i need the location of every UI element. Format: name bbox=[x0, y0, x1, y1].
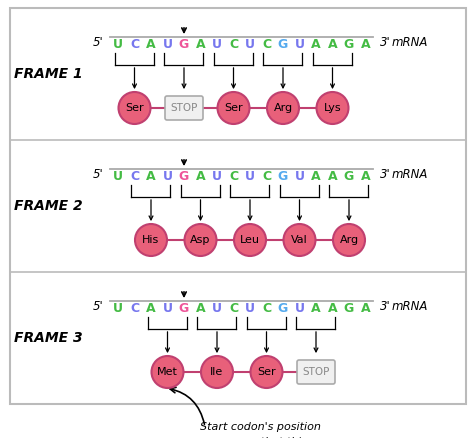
Circle shape bbox=[135, 224, 167, 256]
Text: U: U bbox=[294, 303, 304, 315]
Text: Leu: Leu bbox=[240, 235, 260, 245]
Text: A: A bbox=[361, 170, 370, 184]
Text: U: U bbox=[163, 170, 173, 184]
Text: A: A bbox=[328, 170, 337, 184]
Text: Met: Met bbox=[157, 367, 178, 377]
Text: U: U bbox=[113, 303, 123, 315]
Text: U: U bbox=[113, 39, 123, 52]
Text: C: C bbox=[130, 170, 139, 184]
Text: A: A bbox=[311, 303, 321, 315]
Text: A: A bbox=[328, 303, 337, 315]
Text: G: G bbox=[278, 170, 288, 184]
Text: G: G bbox=[344, 303, 354, 315]
Circle shape bbox=[184, 224, 217, 256]
Text: 5': 5' bbox=[93, 36, 104, 49]
Text: C: C bbox=[130, 39, 139, 52]
Text: U: U bbox=[212, 303, 222, 315]
FancyBboxPatch shape bbox=[297, 360, 335, 384]
Text: A: A bbox=[311, 39, 321, 52]
Text: U: U bbox=[163, 303, 173, 315]
Text: G: G bbox=[179, 170, 189, 184]
Text: A: A bbox=[328, 39, 337, 52]
Text: mRNA: mRNA bbox=[392, 36, 428, 49]
Text: STOP: STOP bbox=[302, 367, 330, 377]
Text: 3': 3' bbox=[380, 300, 390, 314]
Circle shape bbox=[333, 224, 365, 256]
Text: C: C bbox=[229, 303, 238, 315]
Text: A: A bbox=[146, 303, 156, 315]
Text: Ser: Ser bbox=[125, 103, 144, 113]
Text: U: U bbox=[113, 170, 123, 184]
Text: Arg: Arg bbox=[273, 103, 292, 113]
Circle shape bbox=[118, 92, 151, 124]
Text: Start codon's position
ensures that this
frame is chosen: Start codon's position ensures that this… bbox=[200, 422, 320, 438]
Text: C: C bbox=[229, 170, 238, 184]
Text: mRNA: mRNA bbox=[392, 169, 428, 181]
Text: His: His bbox=[142, 235, 160, 245]
Circle shape bbox=[201, 356, 233, 388]
Circle shape bbox=[267, 92, 299, 124]
Circle shape bbox=[317, 92, 348, 124]
Text: A: A bbox=[146, 170, 156, 184]
Text: G: G bbox=[278, 39, 288, 52]
Text: U: U bbox=[212, 39, 222, 52]
Text: Ile: Ile bbox=[210, 367, 224, 377]
Text: C: C bbox=[262, 170, 271, 184]
Text: A: A bbox=[196, 170, 205, 184]
Text: FRAME 2: FRAME 2 bbox=[14, 199, 82, 213]
Text: U: U bbox=[212, 170, 222, 184]
Text: Ser: Ser bbox=[224, 103, 243, 113]
Text: A: A bbox=[196, 303, 205, 315]
Circle shape bbox=[152, 356, 183, 388]
Text: G: G bbox=[179, 303, 189, 315]
Circle shape bbox=[283, 224, 316, 256]
Text: C: C bbox=[229, 39, 238, 52]
Text: C: C bbox=[262, 39, 271, 52]
Text: U: U bbox=[245, 170, 255, 184]
Text: Ser: Ser bbox=[257, 367, 276, 377]
FancyBboxPatch shape bbox=[165, 96, 203, 120]
Text: G: G bbox=[179, 39, 189, 52]
Text: Val: Val bbox=[291, 235, 308, 245]
FancyBboxPatch shape bbox=[10, 8, 466, 404]
Text: U: U bbox=[294, 170, 304, 184]
Circle shape bbox=[250, 356, 283, 388]
Text: U: U bbox=[294, 39, 304, 52]
Circle shape bbox=[234, 224, 266, 256]
Circle shape bbox=[218, 92, 249, 124]
Text: G: G bbox=[278, 303, 288, 315]
Text: U: U bbox=[245, 303, 255, 315]
Text: A: A bbox=[311, 170, 321, 184]
Text: G: G bbox=[344, 170, 354, 184]
Text: A: A bbox=[361, 39, 370, 52]
Text: STOP: STOP bbox=[170, 103, 198, 113]
Text: 5': 5' bbox=[93, 300, 104, 314]
Text: 3': 3' bbox=[380, 169, 390, 181]
Text: G: G bbox=[344, 39, 354, 52]
Text: Arg: Arg bbox=[339, 235, 358, 245]
Text: FRAME 3: FRAME 3 bbox=[14, 331, 82, 345]
Text: FRAME 1: FRAME 1 bbox=[14, 67, 82, 81]
Text: mRNA: mRNA bbox=[392, 300, 428, 314]
Text: C: C bbox=[262, 303, 271, 315]
Text: A: A bbox=[361, 303, 370, 315]
Text: Asp: Asp bbox=[191, 235, 210, 245]
Text: 3': 3' bbox=[380, 36, 390, 49]
Text: 5': 5' bbox=[93, 169, 104, 181]
Text: U: U bbox=[163, 39, 173, 52]
Text: C: C bbox=[130, 303, 139, 315]
Text: U: U bbox=[245, 39, 255, 52]
Text: Lys: Lys bbox=[324, 103, 341, 113]
Text: A: A bbox=[196, 39, 205, 52]
Text: A: A bbox=[146, 39, 156, 52]
